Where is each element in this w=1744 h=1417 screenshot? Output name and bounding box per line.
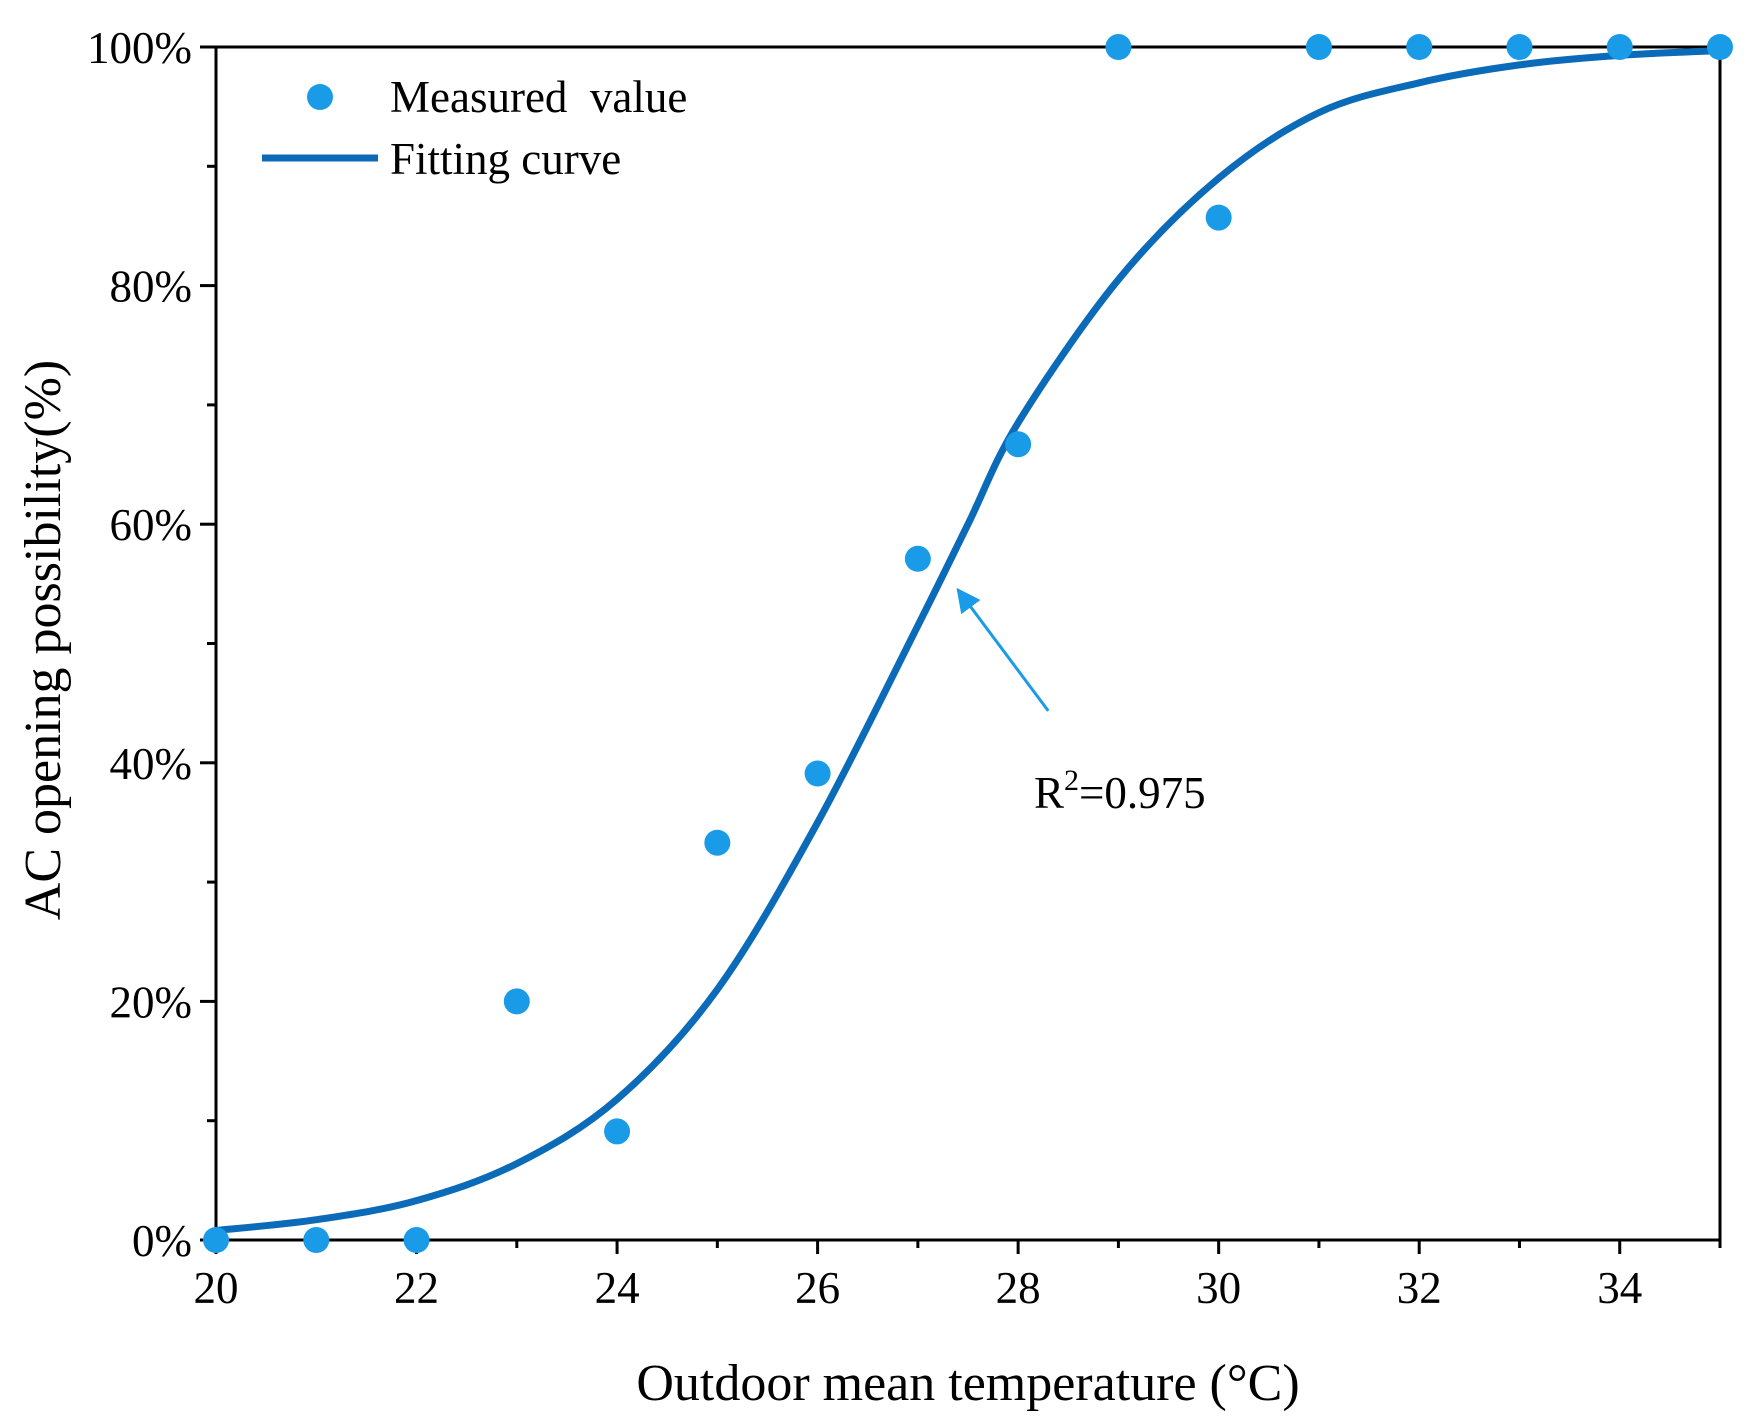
legend-label-fitting: Fitting curve xyxy=(390,134,621,184)
measured-point xyxy=(1105,34,1132,60)
measured-point xyxy=(303,1227,330,1253)
y-tick-label: 0% xyxy=(132,1216,192,1266)
x-tick-label: 20 xyxy=(194,1263,239,1313)
fitting-curve-layer xyxy=(212,47,1724,1234)
y-axis: 0% 20% 40% 60% 80% 100% xyxy=(87,23,216,1266)
measured-point xyxy=(403,1227,430,1253)
plot-area xyxy=(214,45,1722,1242)
measured-point xyxy=(1406,34,1433,60)
measured-point xyxy=(804,760,831,787)
measured-point xyxy=(1506,34,1533,60)
x-tick-label: 32 xyxy=(1397,1263,1442,1313)
y-tick-label: 20% xyxy=(110,977,193,1027)
x-axis-title: Outdoor mean temperature (°C) xyxy=(636,1355,1299,1412)
x-axis: 20 22 24 26 28 30 32 34 xyxy=(194,1240,1722,1313)
legend-label-measured: Measured value xyxy=(390,72,687,122)
measured-points-layer xyxy=(203,34,1733,1253)
measured-point xyxy=(1305,34,1332,60)
measured-point xyxy=(1606,34,1633,60)
x-tick-label: 22 xyxy=(394,1263,439,1313)
annotation-r: R xyxy=(1034,768,1064,818)
y-tick-label: 80% xyxy=(110,262,193,312)
y-axis-title: AC opening possibility(%) xyxy=(15,360,72,920)
x-tick-label: 30 xyxy=(1196,1263,1241,1313)
legend: Measured value Fitting curve xyxy=(262,72,687,184)
measured-point xyxy=(1707,34,1733,60)
x-tick-label: 24 xyxy=(595,1263,640,1313)
fitting-curve-line xyxy=(212,47,1724,1234)
measured-point xyxy=(1005,431,1032,458)
annotation-value: =0.975 xyxy=(1079,768,1206,818)
r-squared-annotation: R2=0.975 xyxy=(956,587,1206,818)
x-tick-label: 28 xyxy=(996,1263,1041,1313)
measured-point xyxy=(1205,204,1232,231)
x-tick-label: 34 xyxy=(1597,1263,1642,1313)
y-tick-label: 60% xyxy=(110,500,193,550)
annotation-superscript: 2 xyxy=(1064,764,1079,797)
legend-marker-measured xyxy=(307,84,333,110)
x-tick-label: 26 xyxy=(795,1263,840,1313)
measured-point xyxy=(503,988,530,1015)
measured-point xyxy=(604,1118,631,1145)
measured-point xyxy=(704,829,731,856)
annotation-arrow xyxy=(956,587,1050,712)
y-tick-label: 100% xyxy=(87,23,192,73)
annotation-text: R2=0.975 xyxy=(1034,764,1206,818)
measured-point xyxy=(904,545,931,572)
y-tick-label: 40% xyxy=(110,739,193,789)
measured-point xyxy=(203,1227,229,1253)
plot-frame xyxy=(214,45,1722,1242)
